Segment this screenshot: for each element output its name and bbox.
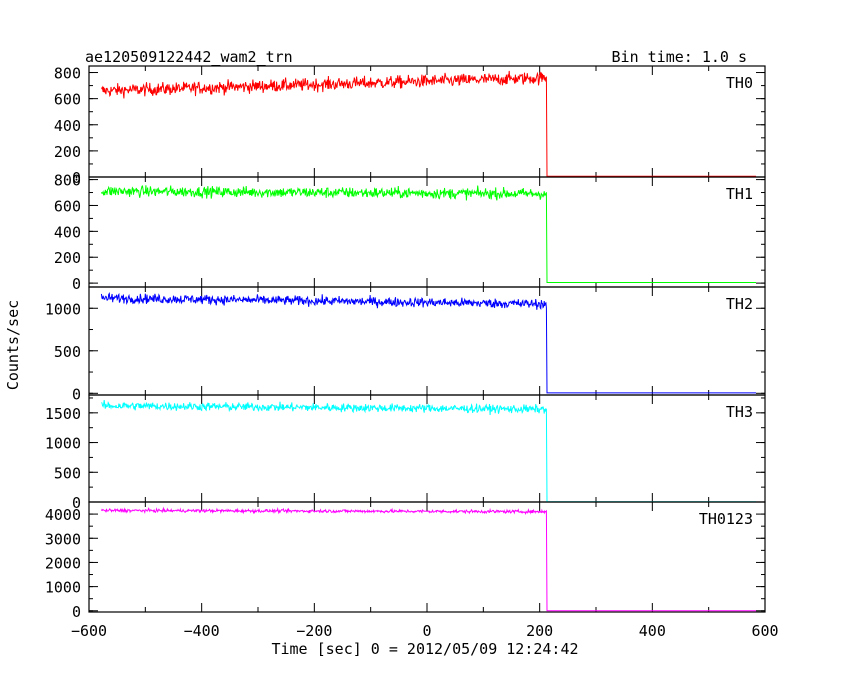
y-tick-label: 500 xyxy=(54,464,81,482)
y-tick-label: 0 xyxy=(72,275,81,293)
x-tick-label: 0 xyxy=(422,622,431,640)
y-tick-label: 800 xyxy=(54,65,81,83)
y-tick-label: 0 xyxy=(72,494,81,512)
x-tick-label: −200 xyxy=(296,622,332,640)
y-tick-label: 600 xyxy=(54,91,81,109)
series-line-th0123 xyxy=(100,506,756,612)
y-tick-label: 400 xyxy=(54,223,81,241)
y-tick-label: 1000 xyxy=(45,435,81,453)
y-tick-label: 400 xyxy=(54,117,81,135)
panel-label-th2: TH2 xyxy=(726,295,753,313)
x-tick-label: −600 xyxy=(71,622,107,640)
y-tick-label: 200 xyxy=(54,143,81,161)
x-tick-label: −400 xyxy=(184,622,220,640)
panel-label-th0: TH0 xyxy=(726,74,753,92)
panel-label-th0123: TH0123 xyxy=(699,510,753,528)
y-tick-label: 200 xyxy=(54,249,81,267)
y-tick-label: 1000 xyxy=(45,300,81,318)
y-tick-label: 2000 xyxy=(45,554,81,572)
series-line-th1 xyxy=(100,185,756,283)
y-tick-label: 3000 xyxy=(45,530,81,548)
panel-frame-th3 xyxy=(88,394,766,503)
y-tick-label: 0 xyxy=(72,603,81,621)
panels-group: 0 200 400 600 800 TH0 0 200 400 600 800 TH1 0 500 1000… xyxy=(45,65,779,640)
y-tick-label: 1500 xyxy=(45,405,81,423)
y-tick-label: 4000 xyxy=(45,506,81,524)
panel-frame-th0123 xyxy=(88,501,766,613)
y-tick-label: 1000 xyxy=(45,579,81,597)
x-tick-label: 400 xyxy=(639,622,666,640)
bin-time-label: Bin time: 1.0 s xyxy=(612,48,747,66)
y-tick-label: 0 xyxy=(72,169,81,187)
y-tick-label: 800 xyxy=(54,172,81,190)
panel-label-th1: TH1 xyxy=(726,185,753,203)
chart-title: ae120509122442_wam2_trn xyxy=(85,48,293,66)
series-line-th0 xyxy=(100,70,756,177)
x-tick-label: 200 xyxy=(526,622,553,640)
series-line-th3 xyxy=(101,400,756,503)
y-tick-label: 500 xyxy=(54,343,81,361)
x-tick-label: 600 xyxy=(751,622,778,640)
series-line-th2 xyxy=(100,292,756,394)
y-axis-label: Counts/sec xyxy=(4,300,22,390)
x-axis-label: Time [sec] 0 = 2012/05/09 12:24:42 xyxy=(271,640,578,658)
panel-label-th3: TH3 xyxy=(726,403,753,421)
y-tick-label: 0 xyxy=(72,385,81,403)
y-tick-label: 600 xyxy=(54,197,81,215)
